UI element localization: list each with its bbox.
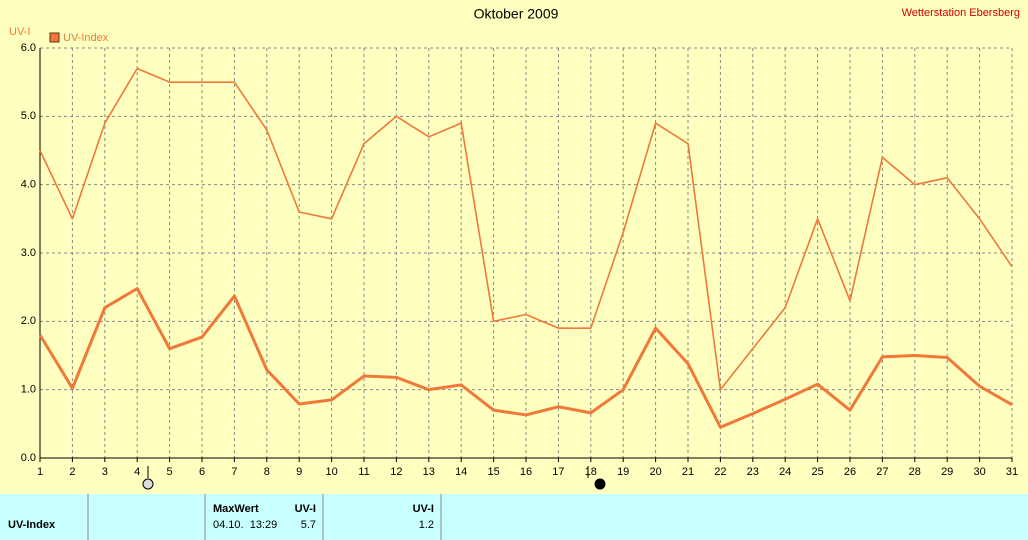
x-tick-label: 31 xyxy=(1006,466,1018,478)
y-tick-label: 1.0 xyxy=(21,384,36,396)
x-tick-label: 9 xyxy=(296,466,302,478)
table-row-label: UV-Index xyxy=(8,519,56,531)
y-tick-label: 2.0 xyxy=(21,315,36,327)
x-tick-label: 29 xyxy=(941,466,953,478)
table-header: MaxWert xyxy=(213,503,259,515)
x-tick-label: 20 xyxy=(649,466,661,478)
chart-title: Oktober 2009 xyxy=(474,6,559,22)
table-cell: 04.10. 13:29 xyxy=(213,519,277,531)
marker-icon xyxy=(142,478,154,490)
series-line xyxy=(39,67,1013,391)
y-tick-label: 4.0 xyxy=(21,179,36,191)
x-tick-label: 21 xyxy=(682,466,694,478)
marker-icon xyxy=(594,478,606,490)
x-tick-label: 26 xyxy=(844,466,856,478)
x-tick-label: 2 xyxy=(69,466,75,478)
x-tick-label: 14 xyxy=(455,466,467,478)
table-cell: 1.2 xyxy=(419,519,434,531)
x-tick-label: 10 xyxy=(325,466,337,478)
table-dividers xyxy=(87,494,442,540)
table-background xyxy=(0,494,1028,540)
x-tick-label: 30 xyxy=(973,466,985,478)
x-tick-label: 4 xyxy=(134,466,140,478)
legend-swatch xyxy=(49,32,60,43)
x-tick-label: 27 xyxy=(876,466,888,478)
x-tick-label: 7 xyxy=(231,466,237,478)
x-tick-label: 28 xyxy=(909,466,921,478)
table-cell: 5.7 xyxy=(301,519,316,531)
y-tick-label: 6.0 xyxy=(21,42,36,54)
x-tick-label: 1 xyxy=(37,466,43,478)
x-tick-label: 22 xyxy=(714,466,726,478)
series-line xyxy=(38,287,1013,429)
plot-area: 0.01.02.03.04.05.06.01 2 3 4 5 6 7 8 9 10 11 12 13 14… xyxy=(21,32,1018,478)
y-tick-label: 3.0 xyxy=(21,247,36,259)
y-tick-label: 5.0 xyxy=(21,110,36,122)
x-tick-label: 13 xyxy=(423,466,435,478)
x-tick-label: 3 xyxy=(102,466,108,478)
station-name: Wetterstation Ebersberg xyxy=(902,7,1020,19)
x-tick-label: 12 xyxy=(390,466,402,478)
table-header: UV-I xyxy=(413,503,434,515)
x-tick-label: 23 xyxy=(747,466,759,478)
x-tick-label: 15 xyxy=(487,466,499,478)
x-tick-label: 6 xyxy=(199,466,205,478)
x-tick-label: 18 xyxy=(585,466,597,478)
chart-background xyxy=(0,0,1028,494)
x-tick-label: 25 xyxy=(811,466,823,478)
table-header: UV-I xyxy=(295,503,316,515)
x-tick-label: 24 xyxy=(779,466,791,478)
x-tick-label: 5 xyxy=(167,466,173,478)
x-tick-label: 8 xyxy=(264,466,270,478)
y-tick-label: 0.0 xyxy=(21,452,36,464)
legend-label: UV-Index xyxy=(63,32,109,44)
x-tick-label: 16 xyxy=(520,466,532,478)
x-tick-label: 19 xyxy=(617,466,629,478)
x-tick-label: 11 xyxy=(358,466,369,478)
x-tick-label: 17 xyxy=(552,466,564,478)
y-axis-label: UV-I xyxy=(9,26,30,38)
